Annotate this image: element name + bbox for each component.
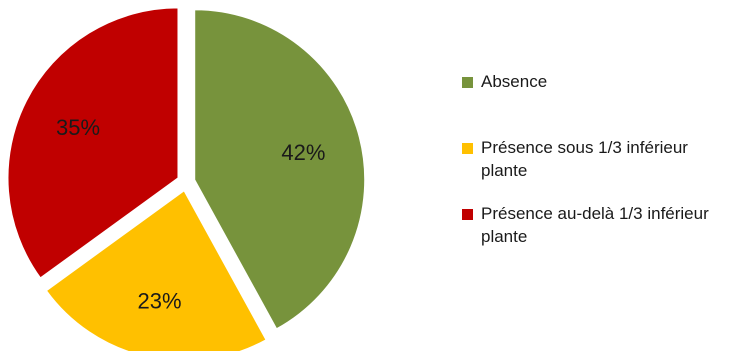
- legend-swatch-presence-sous: [462, 143, 473, 154]
- pie-slice-labels: 42% 23% 35%: [56, 115, 325, 313]
- legend-label-absence: Absence: [481, 72, 548, 91]
- legend-swatch-presence-au-dela: [462, 209, 473, 220]
- pie-label-presence-au-dela: 35%: [56, 115, 100, 140]
- legend-swatch-absence: [462, 77, 473, 88]
- legend-label-presence-sous: Présence sous 1/3 inférieur plante: [481, 138, 688, 180]
- pie-slices: [7, 7, 366, 351]
- pie-slice-absence: [194, 9, 366, 330]
- legend-label-presence-au-dela: Présence au-delà 1/3 inférieur plante: [481, 204, 709, 246]
- pie-label-presence-sous: 23%: [138, 288, 182, 313]
- pie-slice-presence-au-dela: [7, 7, 179, 279]
- pie-label-absence: 42%: [281, 140, 325, 165]
